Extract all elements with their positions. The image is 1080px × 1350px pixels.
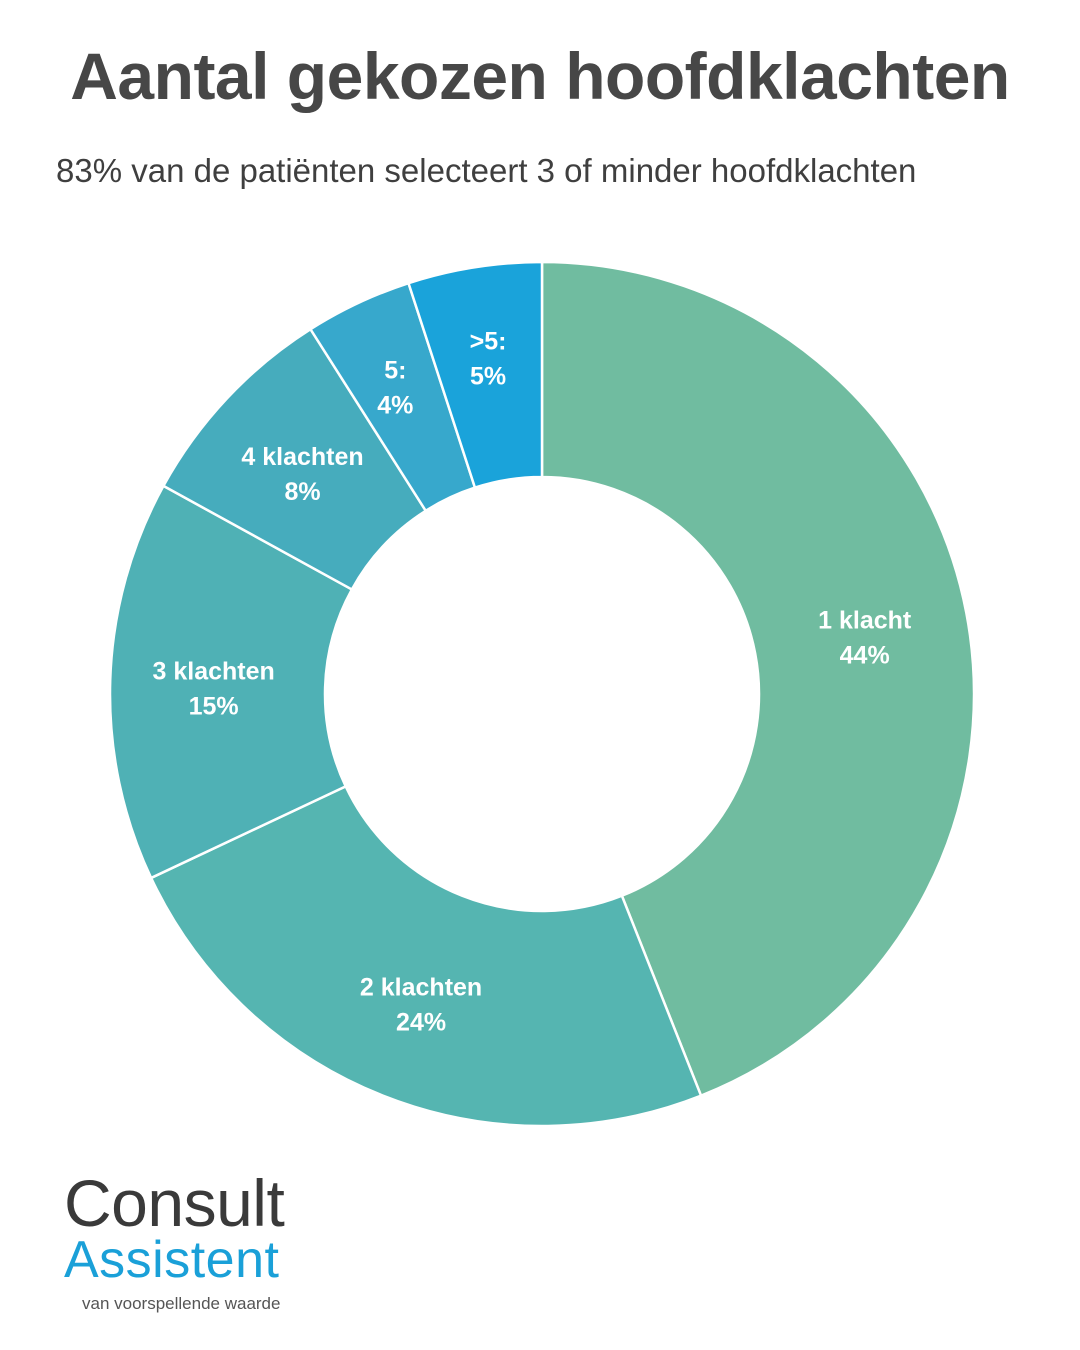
slice-category-label-1: 1 klacht [818, 606, 912, 634]
consultassistent-logo: Consult Assistent van voorspellende waar… [64, 1166, 364, 1314]
slice-category-label-3: 3 klachten [153, 658, 275, 686]
logo-tagline: van voorspellende waarde [82, 1294, 281, 1313]
chart-title: Aantal gekozen hoofdklachten [70, 39, 1010, 113]
slice-value-label-3: 15% [189, 693, 239, 721]
donut-chart: 1 klacht 44% 2 klachten 24% 3 klachten 15% 4 k… [108, 260, 976, 1128]
slice-category-label-2: 2 klachten [360, 973, 482, 1001]
donut-slice-2 [149, 784, 703, 1128]
slice-value-label-2: 24% [396, 1008, 446, 1036]
slice-value-label-1: 44% [840, 641, 890, 669]
slice-value-label-6: 5% [470, 363, 506, 391]
logo-text-consult: Consult [64, 1166, 285, 1240]
slice-category-label-4: 4 klachten [241, 443, 363, 471]
chart-subtitle: 83% van de patiënten selecteert 3 of min… [56, 152, 917, 189]
slice-value-label-5: 4% [377, 391, 413, 419]
donut-slice-1 [540, 260, 976, 1098]
slice-value-label-4: 8% [284, 478, 320, 506]
logo-text-assistent: Assistent [64, 1231, 280, 1289]
donut-slice-3 [108, 484, 354, 880]
donut-slice-6 [406, 260, 544, 490]
slice-category-label-6: >5: [470, 328, 507, 356]
slice-category-label-5: 5: [384, 356, 406, 384]
